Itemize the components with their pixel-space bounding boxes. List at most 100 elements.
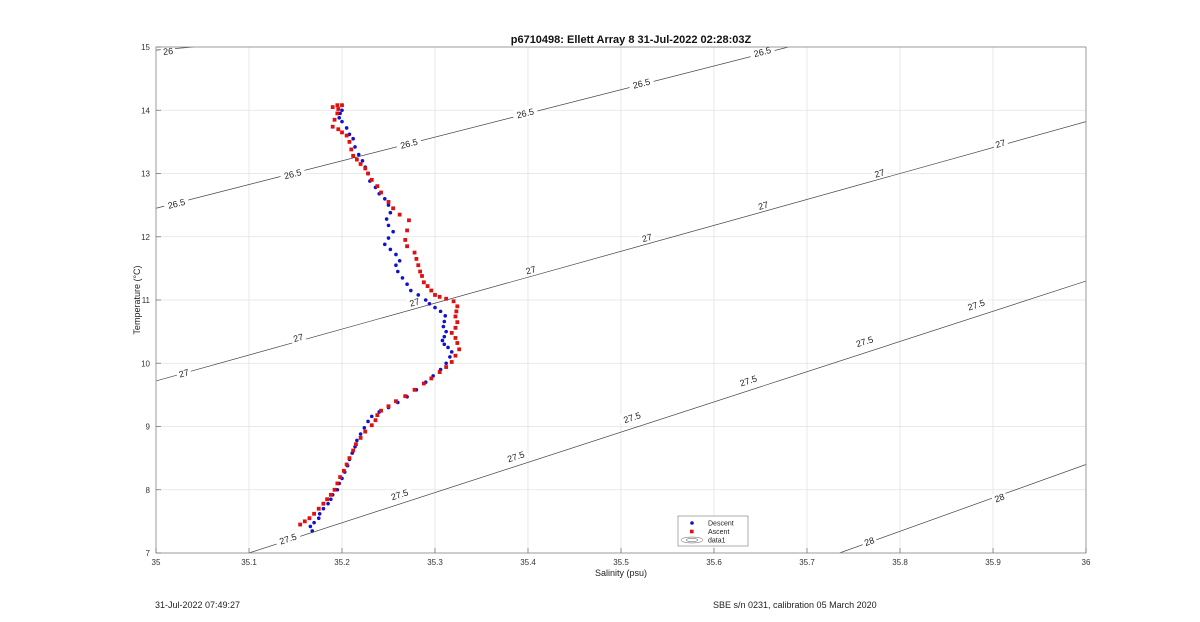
ascent-point bbox=[429, 288, 434, 293]
ascent-point bbox=[332, 487, 337, 492]
ascent-point bbox=[335, 481, 340, 486]
ascent-point bbox=[321, 501, 326, 506]
legend-label: data1 bbox=[708, 538, 726, 545]
contour-label-group: 27.5 bbox=[962, 295, 990, 314]
descent-point bbox=[394, 263, 398, 268]
ascent-point bbox=[369, 177, 374, 182]
contour-label-bg bbox=[990, 489, 1008, 506]
ascent-point bbox=[330, 105, 335, 109]
contour-label-bg bbox=[502, 447, 530, 466]
legend-ascent-marker bbox=[690, 529, 694, 534]
ascent-point bbox=[344, 462, 349, 467]
descent-point bbox=[388, 247, 393, 252]
contour-label-group: 27 bbox=[638, 230, 656, 245]
ascent-point bbox=[454, 309, 459, 314]
descent-point bbox=[353, 145, 357, 149]
ascent-point bbox=[416, 263, 421, 268]
contour-label-group: 26.5 bbox=[748, 47, 776, 60]
descent-point bbox=[366, 419, 370, 424]
x-tick-label: 35.4 bbox=[520, 558, 536, 567]
descent-point bbox=[443, 314, 448, 318]
ascent-point bbox=[349, 147, 354, 152]
legend-box bbox=[677, 515, 749, 547]
descent-point bbox=[340, 108, 344, 113]
descent-point bbox=[344, 126, 349, 130]
ascent-point bbox=[453, 353, 458, 358]
contour-label-group: 28 bbox=[860, 533, 878, 549]
ascent-point bbox=[358, 162, 363, 166]
ascent-point bbox=[453, 336, 458, 340]
contour-label-group: 26.5 bbox=[511, 104, 539, 122]
contour-label-bg bbox=[860, 533, 878, 549]
x-tick-label: 35.1 bbox=[241, 558, 257, 567]
descent-point bbox=[400, 276, 405, 280]
contour-label-bg bbox=[734, 371, 762, 390]
descent-point bbox=[416, 293, 421, 297]
contour-label-bg bbox=[405, 294, 423, 310]
y-tick-label: 9 bbox=[146, 423, 151, 432]
contour-label: 27.5 bbox=[506, 449, 526, 464]
contour-line-27 bbox=[156, 121, 1086, 382]
x-axis-label: Salinity (psu) bbox=[595, 568, 647, 578]
ascent-point bbox=[437, 294, 442, 299]
ascent-point bbox=[379, 408, 383, 413]
contour-label-bg bbox=[395, 134, 423, 152]
descent-point bbox=[321, 506, 326, 511]
contour-label: 26.5 bbox=[632, 77, 651, 91]
y-tick-label: 10 bbox=[141, 359, 150, 368]
ascent-point bbox=[366, 171, 370, 176]
contour-label-bg bbox=[627, 74, 655, 92]
ascent-point bbox=[425, 284, 430, 288]
contour-label: 27 bbox=[757, 200, 769, 212]
y-tick-label: 12 bbox=[141, 233, 150, 242]
descent-point bbox=[440, 338, 445, 343]
ascent-point bbox=[358, 435, 363, 440]
contour-label: 27 bbox=[525, 264, 537, 276]
contour-label-bg bbox=[162, 194, 190, 212]
ascent-point bbox=[418, 269, 423, 274]
contour-label: 26 bbox=[163, 46, 174, 57]
ascent-point bbox=[363, 166, 368, 171]
ascent-point bbox=[354, 442, 358, 447]
descent-point bbox=[444, 329, 448, 334]
contour-label-bg bbox=[991, 136, 1009, 151]
ascent-point bbox=[298, 522, 303, 527]
contour-label-group: 27.5 bbox=[618, 408, 646, 427]
ascent-point bbox=[330, 124, 335, 129]
ascent-point bbox=[340, 130, 344, 135]
ascent-point bbox=[394, 399, 398, 404]
descent-point bbox=[329, 497, 333, 502]
contour-label: 27.5 bbox=[278, 532, 298, 547]
descent-point bbox=[386, 223, 391, 228]
descent-point bbox=[326, 501, 330, 506]
x-tick-label: 35.3 bbox=[427, 558, 443, 567]
y-axis-label: Temperature (°C) bbox=[132, 265, 142, 334]
descent-point bbox=[308, 524, 313, 529]
descent-point bbox=[369, 414, 374, 419]
ascent-point bbox=[444, 365, 449, 369]
contour-label: 27.5 bbox=[622, 410, 642, 425]
contour-label: 28 bbox=[863, 535, 876, 548]
y-tick-label: 7 bbox=[146, 549, 151, 558]
legend-contour-marker-inner bbox=[685, 538, 699, 542]
ascent-point bbox=[455, 304, 460, 309]
contour-label-bg bbox=[386, 485, 413, 504]
ascent-point bbox=[340, 103, 344, 108]
contour-label-bg bbox=[754, 198, 772, 213]
contour-label: 27 bbox=[292, 332, 304, 344]
y-tick-label: 13 bbox=[141, 170, 150, 179]
ascent-point bbox=[451, 299, 456, 304]
ascent-point bbox=[444, 296, 449, 301]
legend-descent-marker bbox=[690, 521, 694, 525]
contour-label-bg bbox=[870, 165, 888, 181]
ascent-point bbox=[307, 516, 312, 521]
ascent-point bbox=[449, 330, 454, 335]
contour-label: 28 bbox=[993, 492, 1006, 505]
legend-contour-marker bbox=[680, 536, 704, 544]
descent-point bbox=[442, 342, 447, 347]
contour-label-group: 27 bbox=[522, 262, 540, 278]
descent-point bbox=[397, 258, 402, 263]
ascent-point bbox=[433, 293, 437, 297]
contour-label-bg bbox=[522, 262, 540, 278]
ascent-point bbox=[407, 218, 411, 223]
